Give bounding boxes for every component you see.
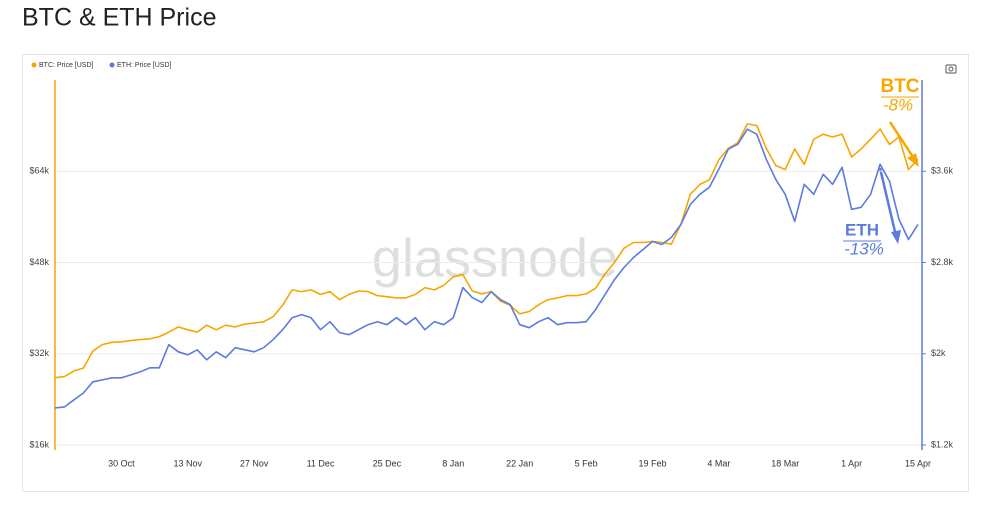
x-tick-label: 18 Mar xyxy=(771,458,799,468)
eth-arrow-head xyxy=(891,230,901,244)
y2-tick-label: $2.8k xyxy=(931,257,954,267)
y-tick-label: $16k xyxy=(29,439,49,449)
x-tick-label: 13 Nov xyxy=(174,458,203,468)
x-tick-label: 5 Feb xyxy=(575,458,598,468)
y2-tick-label: $3.6k xyxy=(931,166,954,176)
x-tick-label: 15 Apr xyxy=(905,458,931,468)
arrows xyxy=(878,121,919,244)
y-tick-label: $48k xyxy=(29,257,49,267)
x-tick-label: 30 Oct xyxy=(108,458,135,468)
x-tick-label: 8 Jan xyxy=(442,458,464,468)
annotation: ETH xyxy=(845,220,879,239)
x-tick-label: 1 Apr xyxy=(841,458,862,468)
legend-swatch xyxy=(31,62,37,68)
camera-icon[interactable] xyxy=(945,64,957,74)
chart-card xyxy=(22,54,969,492)
x-tick-label: 22 Jan xyxy=(506,458,533,468)
x-tick-label: 19 Feb xyxy=(638,458,666,468)
x-tick-label: 4 Mar xyxy=(707,458,730,468)
y2-tick-label: $2k xyxy=(931,348,946,358)
series-line xyxy=(54,123,919,379)
annotation: BTC xyxy=(880,76,919,97)
x-tick-label: 27 Nov xyxy=(240,458,269,468)
y-tick-label: $32k xyxy=(29,348,49,358)
chart-title: BTC & ETH Price xyxy=(22,4,216,32)
btc-arrow-head xyxy=(907,153,919,167)
y-tick-label: $64k xyxy=(29,166,49,176)
watermark: glassnode xyxy=(372,228,618,288)
eth-arrow xyxy=(878,167,898,237)
btc-arrow xyxy=(888,121,917,161)
series-line xyxy=(54,128,919,409)
annotation: -8% xyxy=(883,95,913,114)
annotation: -13% xyxy=(844,239,884,258)
x-tick-label: 25 Dec xyxy=(373,458,402,468)
legend-label: BTC: Price [USD] xyxy=(39,62,94,69)
y2-tick-label: $1.2k xyxy=(931,439,954,449)
legend-label: ETH: Price [USD] xyxy=(117,62,172,69)
legend-swatch xyxy=(109,62,115,68)
camera-lens xyxy=(948,66,954,72)
x-tick-label: 11 Dec xyxy=(307,458,335,468)
